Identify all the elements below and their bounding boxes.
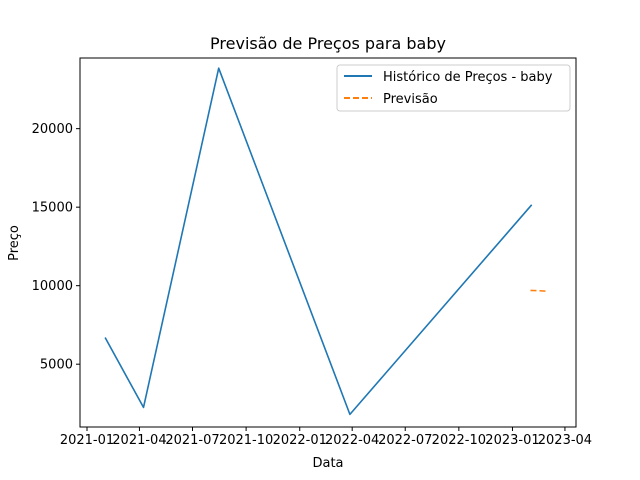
x-tick-label: 2021-04 [112,433,166,448]
y-tick-label: 5000 [40,358,73,373]
x-axis-title: Data [312,456,343,471]
legend-label-forecast: Previsão [383,92,438,107]
legend-box [336,64,571,112]
x-tick-label: 2022-04 [325,433,379,448]
series-line-forecast [530,289,547,292]
series-layer [104,67,547,416]
y-axis-title: Preço [7,225,22,261]
chart-title: Previsão de Preços para baby [210,34,446,53]
x-tick-label: 2023-04 [538,433,592,448]
series-line-history [104,67,533,416]
x-tick-label: 2022-01 [273,433,327,448]
x-tick-label: 2021-10 [219,433,273,448]
y-tick-label: 10000 [32,279,73,294]
x-tick-label: 2023-01 [485,433,539,448]
legend-label-history: Histórico de Preços - baby [383,70,553,85]
plot-area [79,57,577,428]
x-tick-label: 2022-10 [432,433,486,448]
x-tick-label: 2021-01 [60,433,114,448]
x-tick-label: 2022-07 [378,433,432,448]
legend: Histórico de Preços - baby Previsão [336,64,571,112]
x-tick-label: 2021-07 [165,433,219,448]
y-tick-label: 20000 [32,122,73,137]
y-axis: 5000 10000 15000 20000 [32,122,80,373]
y-tick-label: 15000 [32,201,73,216]
